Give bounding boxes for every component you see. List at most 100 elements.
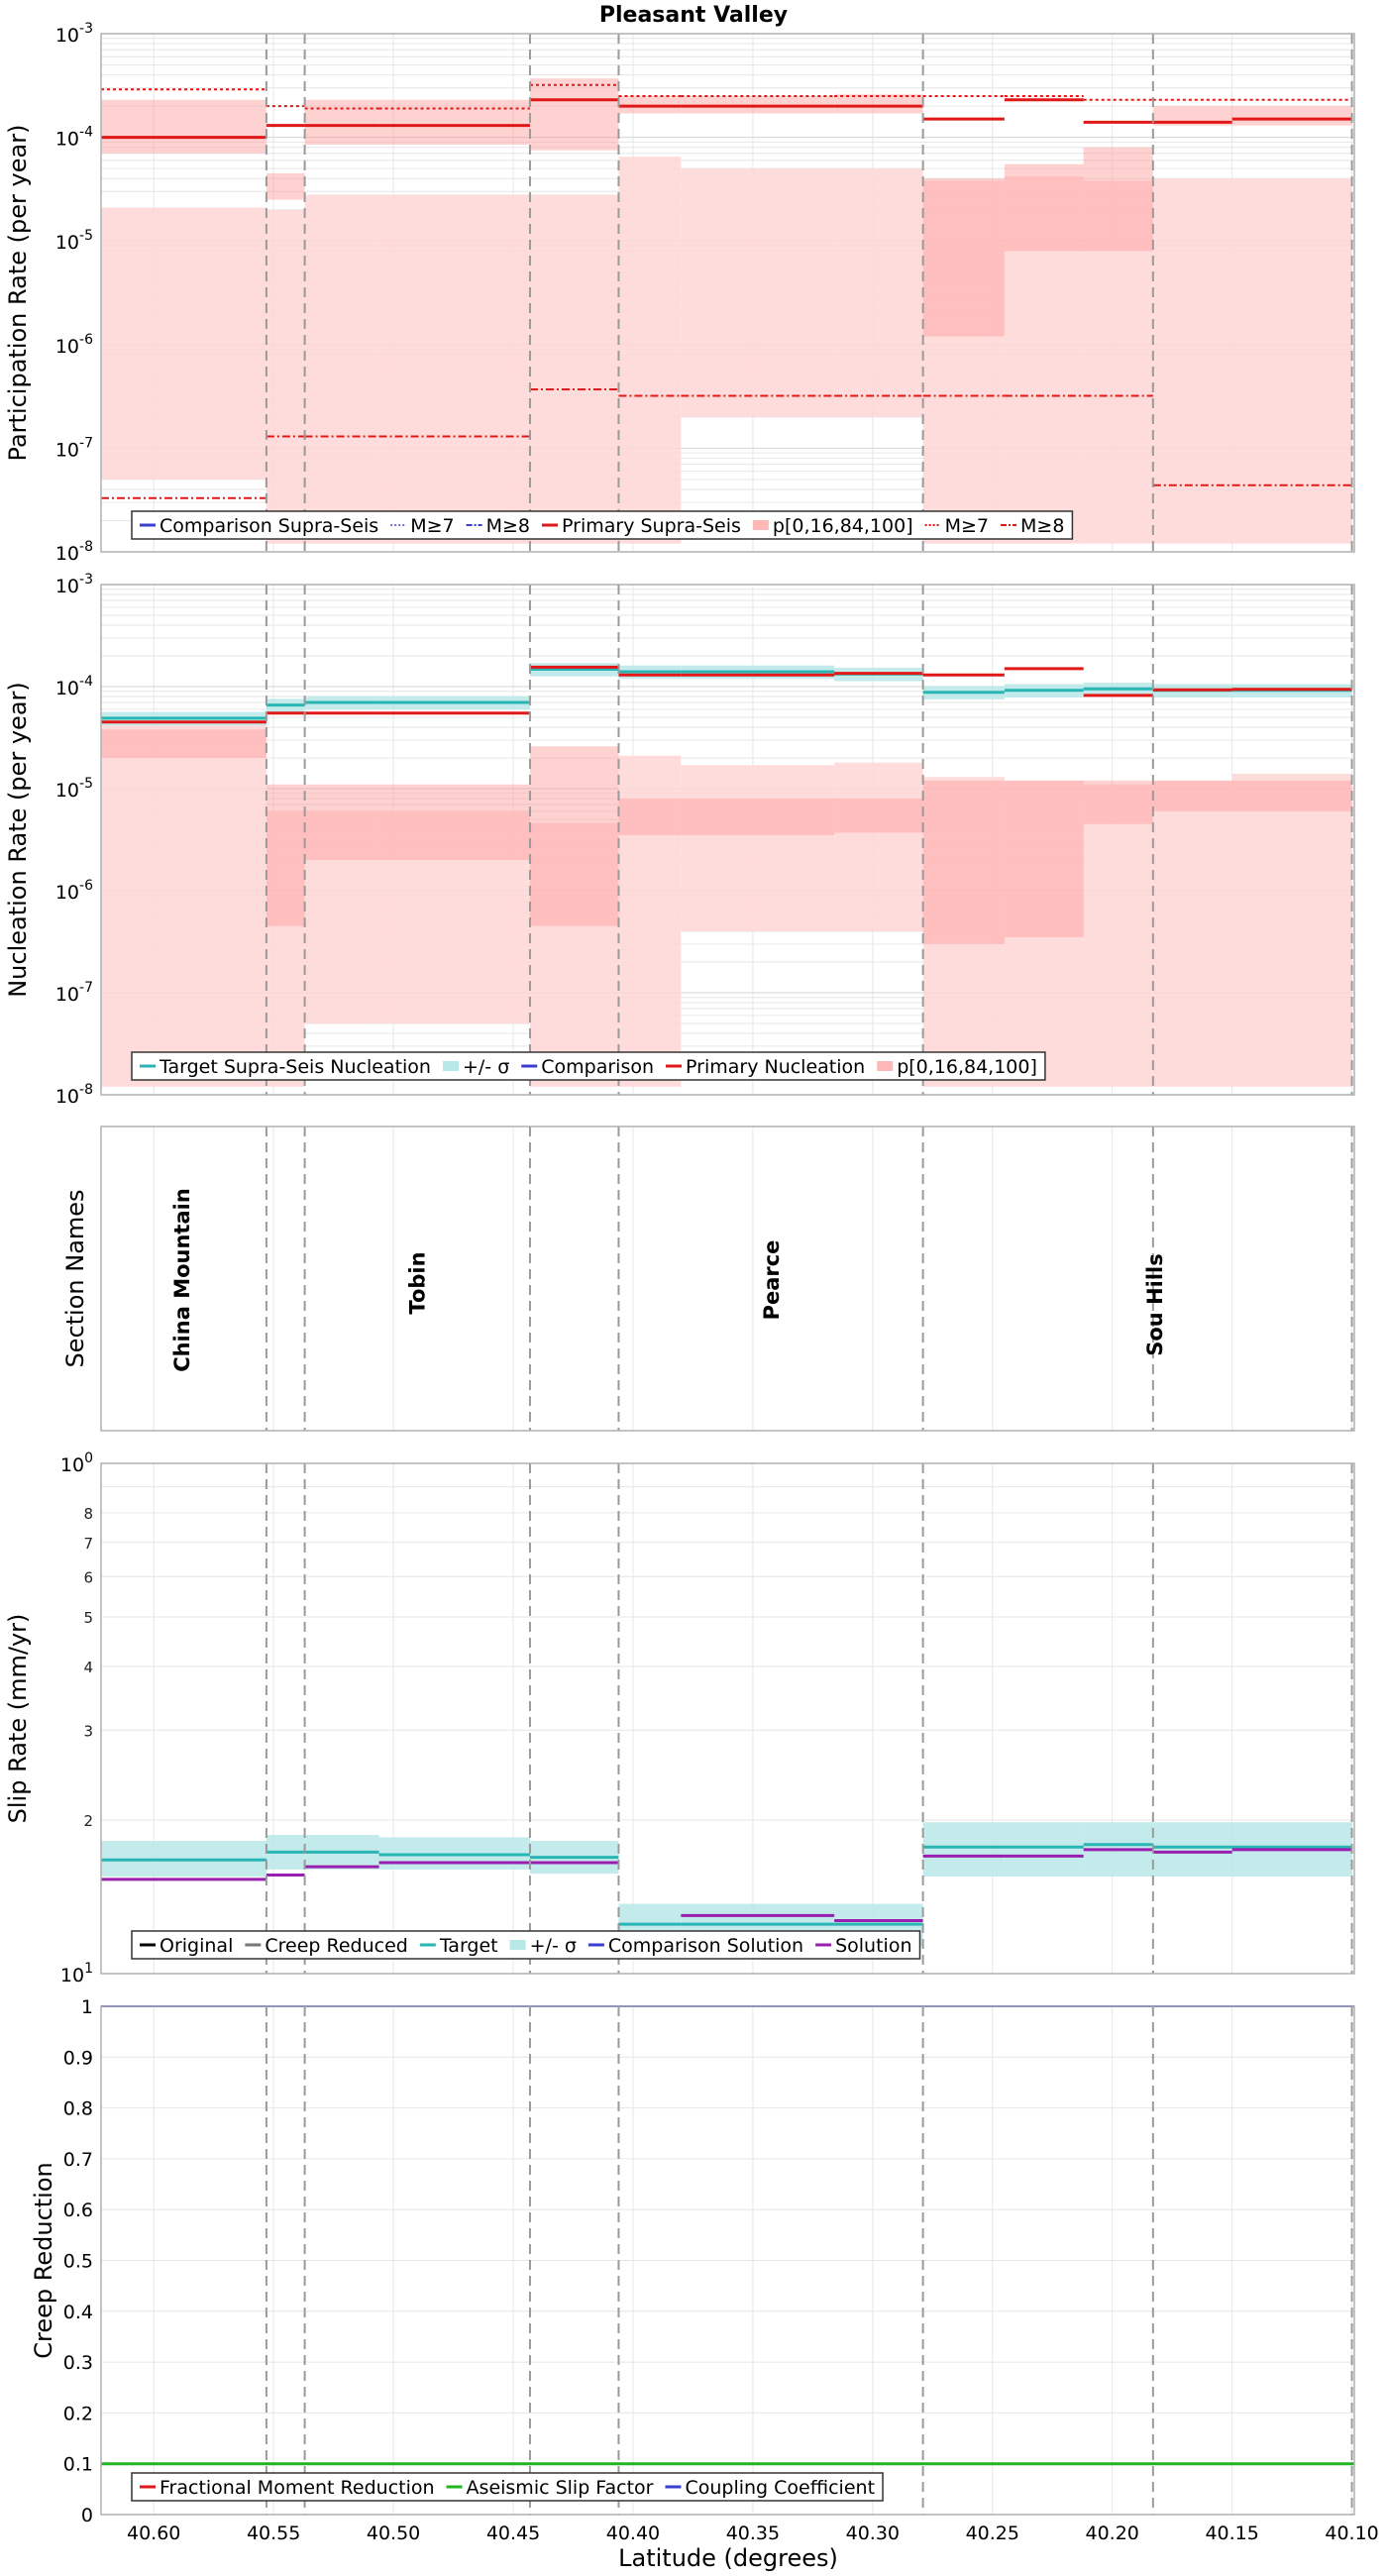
nucleation-band-outer [834,762,923,931]
y-tick-label: 0.8 [63,2098,93,2120]
panel-2: 10-3 10-4 10-5 10-6 10-7 10-8 [55,572,1355,1108]
y-tick-label: 10-8 [55,539,93,565]
nucleation-band-inner [1083,780,1153,824]
y-tick-label: 4 [83,1659,93,1676]
legend-frame [131,510,1074,540]
panel-3: China Mountain Tobin Pearce Sou Hills [100,1126,1355,1432]
y-tick-label: 0.6 [63,2200,93,2221]
participation-band-inner [266,172,305,200]
y-axis-label: Slip Rate (mm/yr) [4,1614,32,1824]
nucleation-band-inner [266,784,305,926]
participation-band-outer [922,180,1005,544]
participation-band-inner [922,178,1005,337]
legend-label: +/- σ [463,1056,509,1078]
panel-frame [100,1462,1355,1975]
y-axis-label: Nucleation Rate (per year) [4,682,32,998]
participation-band-outer [266,209,305,544]
legend-label: Coupling Coefficient [685,2477,875,2499]
y-tick-label: 1 [81,1996,93,2018]
slip-target-band [1004,1822,1084,1877]
nucleation-band-outer [101,724,267,1087]
y-tick-label: 10-8 [55,1082,93,1108]
participation-band-inner [834,94,923,114]
panel-frame [100,33,1355,553]
legend-label: Comparison Supra-Seis [160,515,378,537]
participation-band-inner [1231,106,1352,126]
nucleation-band-inner [1231,780,1352,811]
legend-label: Comparison Solution [608,1935,803,1957]
x-tick-label: 40.30 [846,2522,900,2544]
nucleation-band-inner [378,784,530,860]
panel-background [101,1127,1354,1431]
nucleation-band-outer [618,755,682,1087]
y-tick-label: 10-7 [55,435,93,461]
x-tick-label: 40.35 [726,2522,780,2544]
section-name-2: Tobin [405,1251,429,1314]
legend-label: Target Supra-Seis Nucleation [159,1056,431,1078]
legend-label: Comparison [541,1056,654,1078]
y-tick-label: 10-7 [55,980,93,1006]
section-name-1: China Mountain [170,1188,194,1372]
y-tick-label: 0.9 [63,2047,93,2069]
legend-label: Original [160,1935,233,1957]
x-tick-label: 40.10 [1325,2522,1378,2544]
participation-band-inner [101,99,267,154]
participation-band-outer [378,194,530,544]
participation-band-inner [1152,106,1232,126]
x-axis-label: Latitude (degrees) [618,2544,838,2572]
nucleation-band-inner [922,780,1005,944]
y-tick-label: 10-4 [55,674,93,699]
y-tick-label: 10-6 [55,332,93,358]
legend-label: +/- σ [530,1935,577,1957]
legend-label: p[0,16,84,100] [897,1056,1037,1078]
y-tick-label: 0.3 [63,2352,93,2374]
legend: Original Creep Reduced Target +/- σ Comparis… [131,1930,921,1960]
nucleation-band-outer [1004,780,1084,1087]
y-tick-label: 7 [83,1535,93,1553]
legend-label: Fractional Moment Reduction [160,2477,435,2499]
legend-frame [131,1930,921,1960]
nucleation-band-outer [922,777,1005,1087]
section-name-4: Sou Hills [1143,1253,1167,1355]
x-tick-label: 40.55 [247,2522,300,2544]
y-tick-label: 0.7 [63,2149,93,2171]
y-tick-label: 10-3 [55,572,93,597]
panel-frame [100,2005,1355,2516]
panel-5: 1 0.9 0.8 0.7 0.6 0.5 0.4 0.3 0.2 0.1 0 [63,1996,1355,2526]
nucleation-band-outer [266,810,305,1087]
x-tick-label: 40.40 [606,2522,660,2544]
nucleation-band-outer [1083,784,1153,1087]
legend-label: M≥8 [1020,515,1064,537]
legend-label: p[0,16,84,100] [773,515,913,537]
y-axis-label: Creep Reduction [30,2162,57,2358]
participation-band-outer [681,168,835,417]
panel-background [101,1463,1354,1974]
participation-band-outer [834,168,923,417]
legend-label: M≥7 [410,515,454,537]
legend-label: Target [439,1935,498,1957]
y-tick-label: 0.5 [63,2251,93,2273]
x-tick-label: 40.25 [966,2522,1019,2544]
nucleation-band-inner [1004,780,1084,937]
legend-frame [131,1051,1046,1081]
y-axis-label: Section Names [61,1189,89,1367]
y-tick-label: 2 [83,1812,93,1830]
legend-frame [131,2472,884,2502]
nucleation-band-inner [1152,780,1232,811]
legend-label: Primary Nucleation [686,1056,865,1078]
x-tick-label: 40.20 [1086,2522,1139,2544]
y-tick-label: 10-6 [55,878,93,904]
participation-band-outer [529,194,619,544]
participation-band-outer [1004,176,1084,544]
y-tick-label: 101 [60,1961,93,1986]
participation-band-outer [1231,178,1352,544]
participation-band-inner [1004,163,1084,252]
panel-frame [100,584,1355,1096]
y-tick-label: 8 [83,1505,93,1523]
y-tick-label: 10-3 [55,21,93,47]
panel-1: 10-3 10-4 10-5 10-6 10-7 10-8 [55,21,1355,565]
nucleation-band-inner [681,798,835,835]
participation-band-outer [101,207,267,480]
legend-label: Creep Reduced [265,1935,407,1957]
